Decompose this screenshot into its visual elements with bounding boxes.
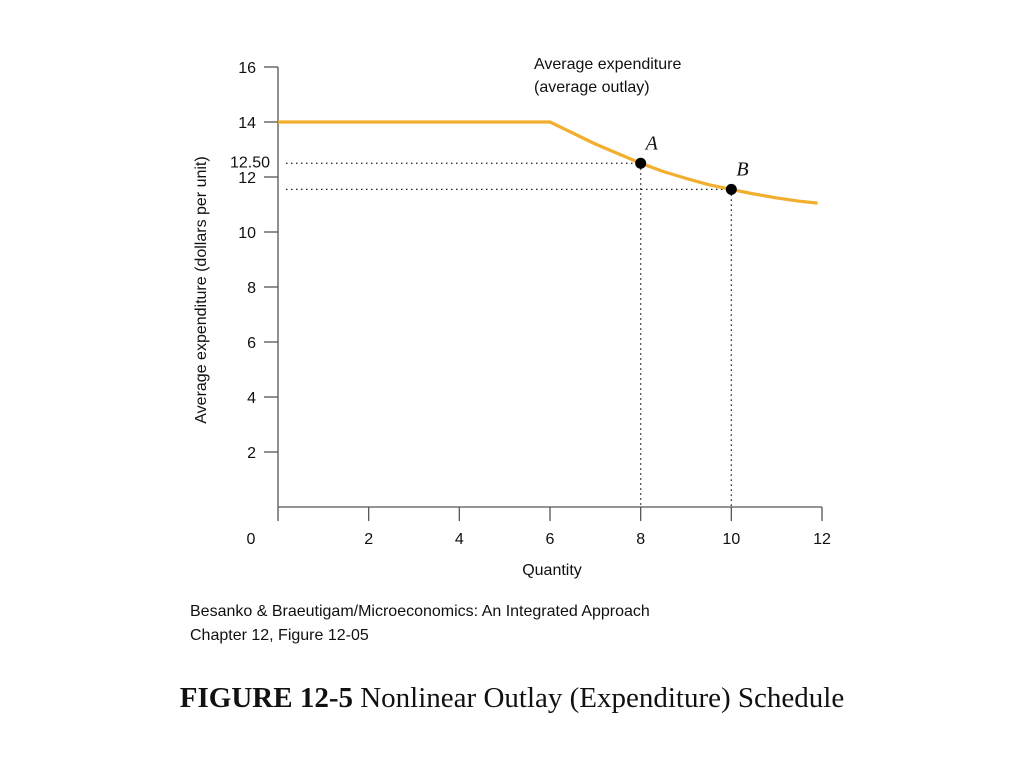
point-markers (635, 157, 737, 195)
y-tick-label: 8 (247, 280, 256, 297)
chart-labels: Average expenditure (average outlay) A B (534, 56, 749, 180)
series (278, 120, 818, 205)
point-b (725, 183, 737, 195)
y-tick-label: 14 (238, 115, 256, 132)
y-tick-label: 6 (247, 335, 256, 352)
figure-title: Nonlinear Outlay (Expenditure) Schedule (352, 682, 845, 714)
y-tick-label: 2 (247, 445, 256, 462)
y-tick-label: 10 (238, 225, 256, 242)
series-label-line-1: Average expenditure (534, 56, 681, 73)
x-axis-title: Quantity (522, 562, 582, 579)
origin-label: 0 (247, 531, 256, 548)
x-tick-label: 12 (813, 531, 831, 548)
source-line-2: Chapter 12, Figure 12-05 (190, 627, 369, 644)
x-tick-label: 8 (636, 531, 645, 548)
axes: 2 4 6 8 10 12 14 16 2 4 6 8 10 12 0 12.50 Quantity Averag… (193, 60, 831, 579)
x-tick-label: 6 (546, 531, 555, 548)
x-tick-label: 4 (455, 531, 464, 548)
y-tick-label: 16 (238, 60, 256, 77)
y-axis-title: Average expenditure (dollars per unit) (193, 156, 210, 423)
y-extra-label: 12.50 (230, 154, 270, 171)
figure-caption: FIGURE 12-5 Nonlinear Outlay (Expenditur… (0, 682, 1024, 715)
point-label-a: A (644, 132, 659, 154)
source-line-1: Besanko & Braeutigam/Microeconomics: An … (190, 603, 650, 620)
y-tick-label: 12 (238, 170, 256, 187)
series-line-average-expenditure (278, 120, 818, 205)
y-tick-label: 4 (247, 390, 256, 407)
series-label-line-2: (average outlay) (534, 79, 650, 96)
x-tick-label: 2 (364, 531, 373, 548)
figure-number: FIGURE 12-5 (179, 682, 353, 714)
point-a (635, 157, 647, 169)
point-label-b: B (736, 158, 748, 180)
source-note: Besanko & Braeutigam/Microeconomics: An … (190, 600, 650, 648)
guide-lines (286, 162, 732, 507)
x-tick-label: 10 (722, 531, 740, 548)
